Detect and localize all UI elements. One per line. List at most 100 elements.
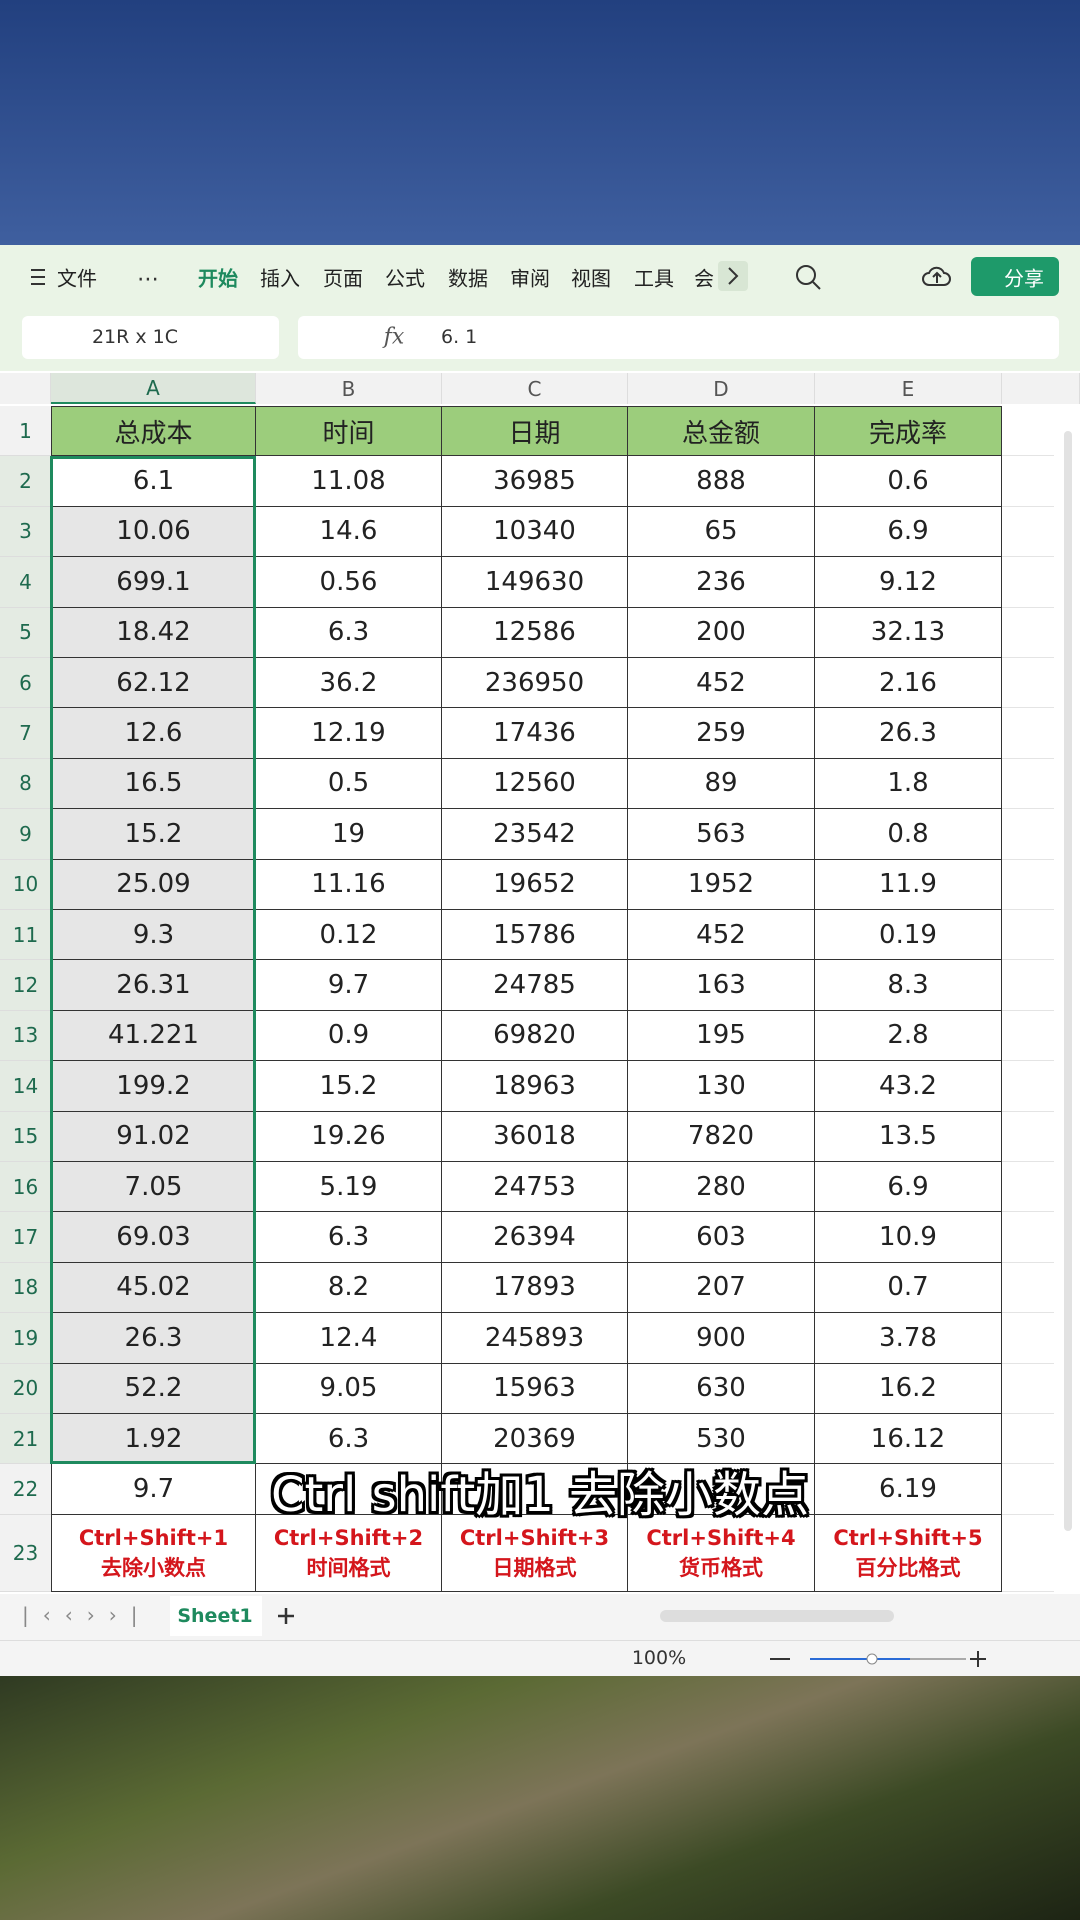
file-menu[interactable]: 文件 xyxy=(57,266,97,291)
data-cell[interactable]: 24785 xyxy=(442,960,628,1011)
data-cell[interactable]: 900 xyxy=(628,1313,815,1364)
h-scrollbar[interactable] xyxy=(660,1610,894,1622)
share-label[interactable]: 分享 xyxy=(1004,266,1044,291)
hint-cell[interactable]: Ctrl+Shift+1 去除小数点 xyxy=(51,1514,256,1592)
data-cell[interactable]: 452 xyxy=(628,658,815,709)
column-header[interactable]: A xyxy=(51,373,256,404)
data-cell[interactable]: 17893 xyxy=(442,1262,628,1314)
row-header[interactable]: 3 xyxy=(0,506,51,558)
data-cell[interactable]: 603 xyxy=(628,1212,815,1263)
data-cell[interactable]: 11.16 xyxy=(256,859,442,910)
sheet-tab[interactable] xyxy=(170,1596,262,1636)
header-cell[interactable]: 总成本 xyxy=(51,406,256,457)
data-cell[interactable]: 16.5 xyxy=(51,758,256,810)
data-cell[interactable]: 7820 xyxy=(628,1111,815,1162)
data-cell[interactable]: 1.92 xyxy=(51,1414,256,1465)
data-cell[interactable]: 9.3 xyxy=(51,910,256,961)
data-cell[interactable]: 62.12 xyxy=(51,658,256,709)
menu-icon[interactable] xyxy=(30,268,46,286)
more-icon[interactable]: ⋯ xyxy=(137,267,159,292)
data-cell[interactable]: 19652 xyxy=(442,859,628,910)
data-cell[interactable]: 3.78 xyxy=(815,1313,1002,1364)
data-cell[interactable]: 16.2 xyxy=(815,1363,1002,1414)
data-cell[interactable]: 563 xyxy=(628,809,815,860)
row-header[interactable]: 15 xyxy=(0,1111,51,1162)
data-cell[interactable]: 26394 xyxy=(442,1212,628,1263)
data-cell[interactable]: 14.6 xyxy=(256,506,442,558)
ribbon-tab[interactable]: 视图 xyxy=(571,266,611,291)
data-cell[interactable]: 11.9 xyxy=(815,859,1002,910)
data-cell[interactable]: 699.1 xyxy=(51,557,256,608)
data-cell[interactable]: 41.221 xyxy=(51,1010,256,1062)
row-header[interactable]: 7 xyxy=(0,708,51,759)
data-cell[interactable]: 0.56 xyxy=(256,557,442,608)
data-cell[interactable]: 6.9 xyxy=(815,1162,1002,1213)
data-cell[interactable]: 69.03 xyxy=(51,1212,256,1263)
data-cell[interactable]: 15963 xyxy=(442,1363,628,1414)
data-cell[interactable]: 236950 xyxy=(442,658,628,709)
data-cell[interactable]: 12.6 xyxy=(51,708,256,759)
ribbon-tab[interactable]: 工具 xyxy=(634,266,674,291)
data-cell[interactable] xyxy=(628,1464,815,1515)
data-cell[interactable]: 630 xyxy=(628,1363,815,1414)
data-cell[interactable]: 6.1 xyxy=(51,456,256,507)
data-cell[interactable]: 9.12 xyxy=(815,557,1002,608)
data-cell[interactable]: 13.5 xyxy=(815,1111,1002,1162)
data-cell[interactable]: 0.6 xyxy=(815,456,1002,507)
data-cell[interactable]: 8.3 xyxy=(815,960,1002,1011)
data-cell[interactable]: 6.3 xyxy=(256,1212,442,1263)
column-header[interactable]: C xyxy=(442,373,628,404)
data-cell[interactable]: 26.3 xyxy=(815,708,1002,759)
data-cell[interactable]: 24753 xyxy=(442,1162,628,1213)
data-cell[interactable]: 19 xyxy=(256,809,442,860)
more-tabs-icon[interactable] xyxy=(718,261,748,291)
data-cell[interactable] xyxy=(256,1464,442,1515)
row-header[interactable]: 2 xyxy=(0,456,51,507)
data-cell[interactable]: 2.16 xyxy=(815,658,1002,709)
data-cell[interactable]: 6.19 xyxy=(815,1464,1002,1515)
formula-input[interactable] xyxy=(298,316,1059,359)
ribbon-tab[interactable]: 插入 xyxy=(260,266,300,291)
data-cell[interactable]: 23542 xyxy=(442,809,628,860)
data-cell[interactable]: 452 xyxy=(628,910,815,961)
data-cell[interactable]: 199.2 xyxy=(51,1061,256,1112)
hint-cell[interactable]: Ctrl+Shift+5 百分比格式 xyxy=(815,1514,1002,1592)
data-cell[interactable]: 91.02 xyxy=(51,1111,256,1162)
data-cell[interactable]: 32.13 xyxy=(815,607,1002,658)
data-cell[interactable]: 8.2 xyxy=(256,1262,442,1314)
search-icon[interactable] xyxy=(794,263,822,291)
row-header[interactable]: 19 xyxy=(0,1313,51,1364)
data-cell[interactable]: 200 xyxy=(628,607,815,658)
zoom-level[interactable]: 100% xyxy=(631,1647,687,1669)
row-header[interactable]: 13 xyxy=(0,1010,51,1062)
data-cell[interactable]: 0.5 xyxy=(256,758,442,810)
data-cell[interactable]: 195 xyxy=(628,1010,815,1062)
data-cell[interactable]: 0.8 xyxy=(815,809,1002,860)
data-cell[interactable]: 12586 xyxy=(442,607,628,658)
column-header[interactable]: E xyxy=(815,373,1002,404)
data-cell[interactable]: 10.9 xyxy=(815,1212,1002,1263)
data-cell[interactable]: 207 xyxy=(628,1262,815,1314)
data-cell[interactable]: 45.02 xyxy=(51,1262,256,1314)
row-header[interactable]: 6 xyxy=(0,658,51,709)
row-header[interactable]: 10 xyxy=(0,859,51,910)
data-cell[interactable]: 9.7 xyxy=(256,960,442,1011)
cloud-icon[interactable] xyxy=(922,263,952,291)
data-cell[interactable]: 12560 xyxy=(442,758,628,810)
hint-cell[interactable]: Ctrl+Shift+4 货币格式 xyxy=(628,1514,815,1592)
row-header[interactable]: 5 xyxy=(0,607,51,658)
data-cell[interactable]: 65 xyxy=(628,506,815,558)
data-cell[interactable]: 26.31 xyxy=(51,960,256,1011)
row-header[interactable]: 16 xyxy=(0,1162,51,1213)
row-header[interactable]: 9 xyxy=(0,809,51,860)
ribbon-tab[interactable]: 会 xyxy=(694,266,714,291)
data-cell[interactable]: 530 xyxy=(628,1414,815,1465)
header-cell[interactable]: 日期 xyxy=(442,406,628,457)
ribbon-tab[interactable]: 公式 xyxy=(385,266,425,291)
data-cell[interactable]: 0.7 xyxy=(815,1262,1002,1314)
data-cell[interactable]: 18.42 xyxy=(51,607,256,658)
ribbon-tab[interactable]: 数据 xyxy=(448,266,488,291)
data-cell[interactable]: 9.7 xyxy=(51,1464,256,1515)
row-header[interactable]: 20 xyxy=(0,1363,51,1414)
header-cell[interactable]: 总金额 xyxy=(628,406,815,457)
